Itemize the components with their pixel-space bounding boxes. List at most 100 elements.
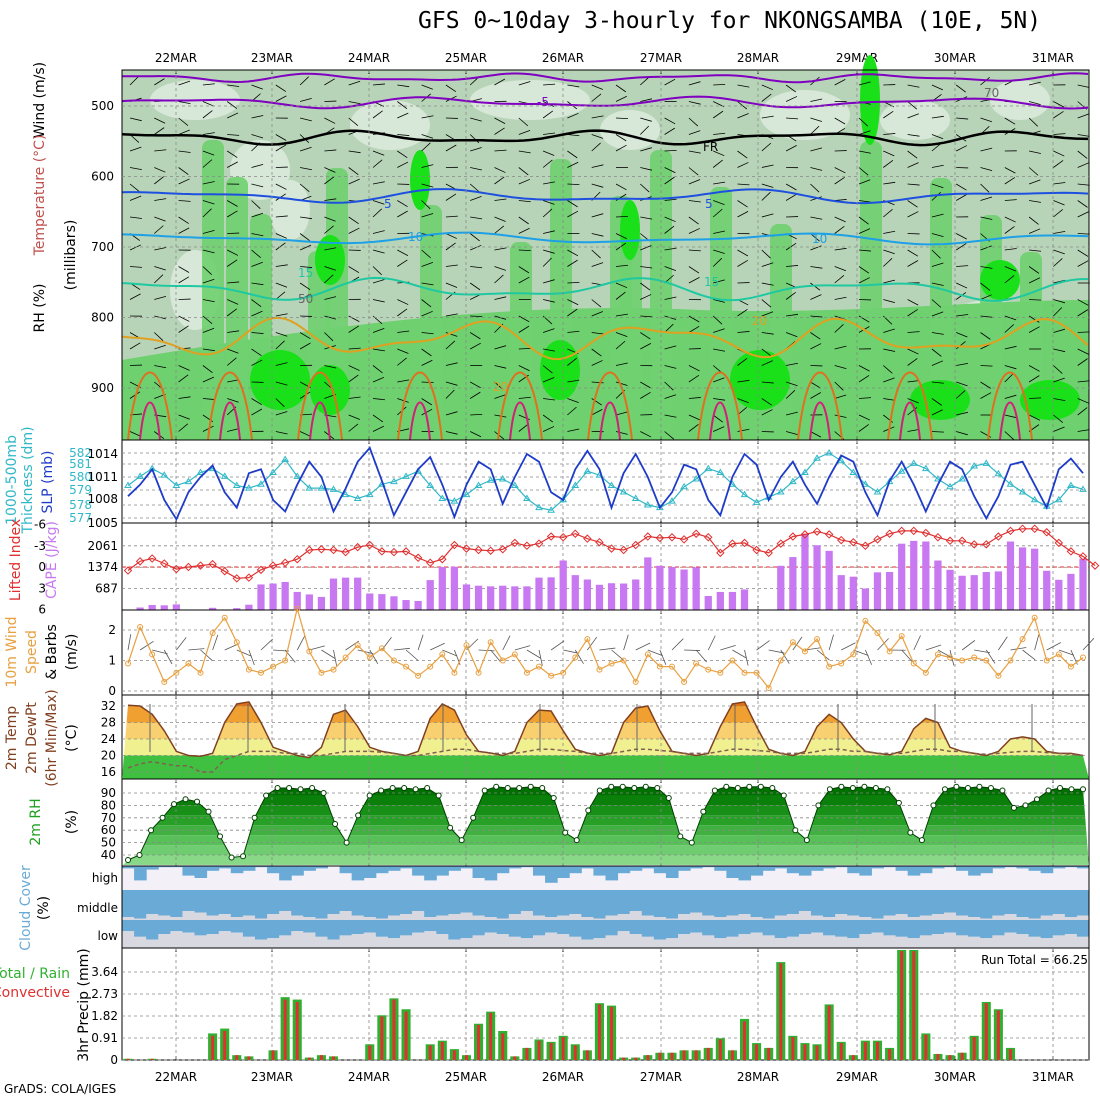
wind-barb: [251, 299, 262, 308]
wind-barb: [956, 145, 968, 152]
wind-barb: [275, 398, 285, 408]
wind-barb: [737, 249, 749, 257]
wind-barb: [518, 365, 530, 372]
wind-barb: [518, 266, 530, 274]
wind-barb: [275, 264, 288, 267]
wind-barb: [226, 200, 238, 207]
wind-barb: [1053, 307, 1063, 317]
wind-barb: [494, 365, 507, 369]
wind-barb: [931, 249, 941, 259]
lifted-index-point: [691, 529, 701, 538]
wind-barb: [1029, 81, 1041, 86]
rh-green-column: [420, 205, 442, 440]
wind-barb: [907, 134, 920, 137]
wind-barb: [543, 181, 555, 185]
cloud-bar: [726, 866, 739, 878]
wind-barb: [1004, 117, 1016, 125]
thickness-point: [1054, 495, 1063, 503]
cape-bar: [1018, 547, 1027, 610]
cloud-bar: [496, 866, 510, 874]
wind-barb: [348, 167, 359, 176]
lifted-index-point: [1006, 526, 1015, 536]
wind-barb: [275, 411, 288, 416]
cloud-gap: [798, 911, 812, 920]
wind-barb: [591, 84, 603, 90]
wind-barb: [397, 112, 409, 119]
footer-credit: GrADS: COLA/IGES: [4, 1082, 117, 1096]
wind10m-point: [560, 669, 567, 676]
wind-tick-label: 1: [108, 654, 116, 668]
wind-barb: [470, 266, 483, 269]
cloud-gap: [339, 911, 353, 920]
wind-barb: [372, 299, 385, 303]
wind-barb: [542, 150, 555, 156]
rh2m-point: [849, 785, 856, 792]
wind-barb: [591, 164, 604, 168]
wind-barb: [591, 262, 604, 267]
wind10m-point: [681, 678, 688, 685]
wind-tick-label: 2: [108, 623, 116, 637]
cloud-bar: [847, 920, 860, 939]
wind-barb: [178, 216, 189, 224]
cape-bar: [1031, 548, 1039, 610]
wind-barb: [664, 117, 676, 125]
thickness-point: [184, 477, 193, 485]
precip-tick-label: 2.73: [91, 987, 118, 1001]
cloud-gap: [351, 934, 365, 948]
cloud-bar: [859, 890, 872, 917]
cloud-bar: [460, 866, 474, 869]
wind-barb: [980, 196, 993, 201]
wind10m-point: [874, 630, 881, 637]
wind-barb: [518, 315, 530, 323]
cloud-gap: [1004, 932, 1017, 948]
cloud-gap: [218, 914, 232, 920]
contour-label: 15: [704, 275, 719, 289]
cloud-gap: [774, 915, 788, 920]
wind10m-barb: [139, 640, 154, 651]
cape-bar: [136, 607, 144, 610]
precip-conv-bar: [875, 1041, 879, 1060]
wind-barb: [470, 117, 482, 122]
cloud-gap: [182, 932, 196, 948]
wind-barb: [178, 101, 191, 104]
slp-tick-label: 1005: [87, 516, 118, 530]
cape-bar: [946, 569, 954, 610]
dewpoint-line: [127, 748, 1084, 773]
wind-barb: [1028, 117, 1039, 127]
cloud-gap: [206, 915, 220, 920]
cloud-bar: [218, 866, 232, 869]
wind-barb: [275, 282, 288, 288]
cloud-bar: [750, 866, 764, 876]
rh2m-point: [838, 783, 845, 790]
wind-barb: [858, 277, 870, 284]
lifted-index-point: [438, 554, 447, 564]
wind-barb: [907, 309, 918, 317]
precip-conv-bar: [428, 1045, 432, 1060]
wind10m-barb: [768, 649, 785, 654]
wind-barb: [372, 159, 383, 168]
lifted-index-point: [1066, 547, 1076, 556]
cloud-bar: [146, 920, 159, 940]
rh-light-patch: [350, 100, 430, 150]
wind-barb: [956, 381, 968, 387]
wind-barb: [591, 348, 602, 357]
thickness-point: [982, 459, 991, 466]
contour-15: [121, 276, 1088, 302]
wind-barb: [955, 183, 967, 191]
wind10m-point: [233, 639, 240, 646]
lifted-index-point: [836, 535, 846, 545]
rh2m-point: [826, 786, 833, 793]
wind10m-barb: [176, 637, 187, 651]
wind-barb: [956, 282, 968, 289]
cloud-gap: [835, 914, 848, 920]
wind-barb: [129, 76, 139, 86]
wind-barb: [348, 414, 360, 420]
cloud-gap: [617, 914, 631, 920]
wind-barb: [785, 193, 797, 201]
wind10m-barb: [913, 635, 921, 651]
wind-barb: [1053, 101, 1065, 108]
wind-barb: [1029, 200, 1042, 203]
wind-barb: [372, 414, 384, 423]
wind-barb: [397, 379, 410, 383]
wind-barb: [421, 200, 431, 210]
